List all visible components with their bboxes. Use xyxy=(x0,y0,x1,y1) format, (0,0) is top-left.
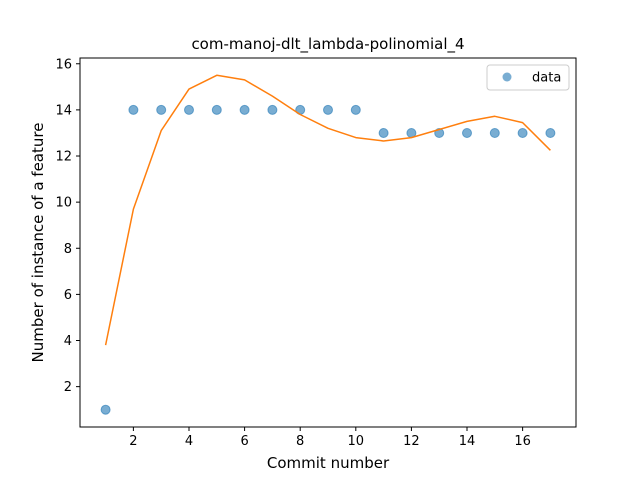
fit-line xyxy=(104,74,551,346)
x-tick-label: 10 xyxy=(348,434,365,449)
y-tick-label: 6 xyxy=(64,288,72,303)
legend-box xyxy=(486,64,570,91)
x-tick-label: 4 xyxy=(185,434,193,449)
y-tick-label: 8 xyxy=(64,242,72,257)
data-point xyxy=(211,104,222,115)
plot-area xyxy=(79,57,577,428)
y-tick-label: 16 xyxy=(55,57,72,72)
x-tick-label: 6 xyxy=(240,434,248,449)
y-tick-label: 10 xyxy=(55,196,72,211)
data-point xyxy=(350,104,361,115)
chart-title: com-manoj-dlt_lambda-polinomial_4 xyxy=(191,35,464,54)
x-axis: 2 4 6 8 10 12 14 16 xyxy=(129,427,531,449)
data-point xyxy=(462,128,472,138)
x-tick-label: 16 xyxy=(514,434,531,449)
data-point xyxy=(517,128,528,138)
y-axis-label: Number of instance of a feature xyxy=(29,123,47,363)
data-point xyxy=(100,404,111,415)
legend-entry-data: data xyxy=(532,71,561,86)
y-tick-label: 14 xyxy=(55,103,72,118)
data-point xyxy=(239,104,250,115)
data-point xyxy=(489,128,500,138)
y-tick-label: 12 xyxy=(55,150,72,165)
data-point xyxy=(128,104,139,115)
data-point xyxy=(267,104,278,115)
data-point xyxy=(378,128,389,138)
series-layer xyxy=(100,74,556,415)
x-axis-label: Commit number xyxy=(267,454,390,472)
x-tick-label: 14 xyxy=(459,434,476,449)
legend: data xyxy=(486,64,570,91)
x-tick-label: 8 xyxy=(296,434,304,449)
data-point xyxy=(323,104,333,115)
y-tick-label: 4 xyxy=(64,334,72,349)
legend-marker-data xyxy=(502,72,512,82)
x-tick-label: 12 xyxy=(403,434,420,449)
data-point xyxy=(184,104,194,115)
y-axis: 2 4 6 8 10 12 14 16 xyxy=(55,57,80,395)
data-point xyxy=(156,104,167,115)
data-point xyxy=(545,128,556,138)
x-tick-label: 2 xyxy=(129,434,137,449)
y-tick-label: 2 xyxy=(64,380,72,395)
